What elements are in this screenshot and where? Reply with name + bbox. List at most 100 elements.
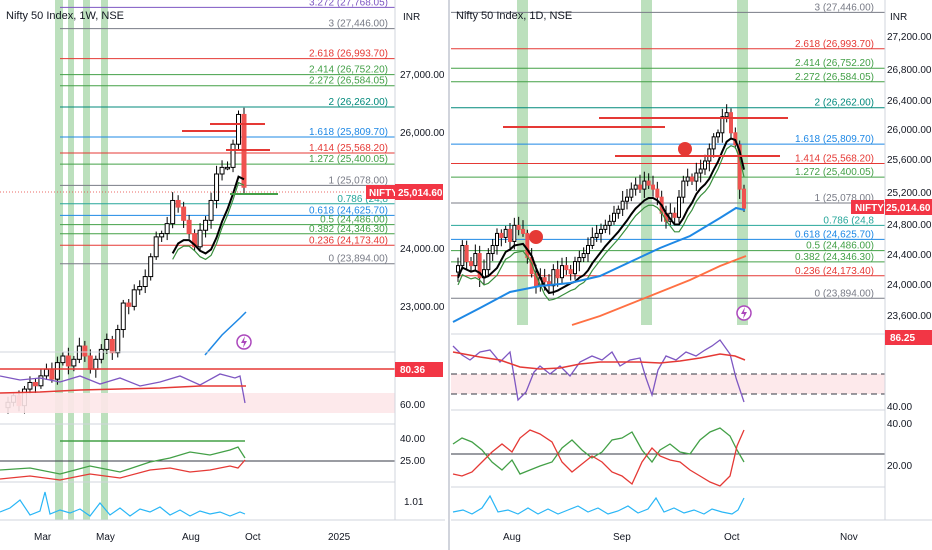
right-price-axis: INR 27,200.00 26,800.00 26,400.00 26,000… bbox=[884, 0, 932, 520]
right-last-price-tag: 25,014.60 bbox=[885, 199, 932, 215]
right-price-tick: 24,000.00 bbox=[887, 280, 932, 291]
fib-level-label: 2.414 (26,752.20) bbox=[309, 65, 388, 76]
lightning-icon[interactable] bbox=[736, 305, 752, 321]
candle-body bbox=[230, 143, 236, 168]
candle-body bbox=[142, 276, 148, 288]
candle-body bbox=[516, 224, 521, 230]
right-price-tick: 24,800.00 bbox=[887, 220, 932, 231]
candle-body bbox=[616, 208, 621, 214]
fib-level-label: 0.5 (24,486.00) bbox=[320, 215, 388, 226]
fib-level-label: 0.236 (24,173.40) bbox=[309, 235, 388, 246]
highlight-column bbox=[641, 0, 652, 325]
left-rsi-panel bbox=[0, 351, 395, 413]
candle-body bbox=[525, 232, 530, 259]
right-rsi-tag: 86.25 bbox=[885, 330, 932, 345]
left-currency-label: INR bbox=[403, 12, 420, 23]
fib-level-label: 3.272 (27,768.05) bbox=[309, 0, 388, 8]
candle-body bbox=[555, 269, 560, 279]
candle-body bbox=[503, 228, 508, 238]
right-time-tick: Oct bbox=[724, 532, 740, 543]
candle-body bbox=[159, 233, 165, 238]
left-price-tick: 27,000.00 bbox=[400, 70, 445, 81]
candle-body bbox=[672, 212, 677, 218]
candle-body bbox=[711, 136, 716, 150]
left-highlight-columns bbox=[55, 0, 108, 520]
fib-level-label: 1.618 (25,809.70) bbox=[795, 134, 874, 145]
candle-body bbox=[54, 362, 60, 380]
left-time-tick: May bbox=[96, 532, 115, 543]
candle-body bbox=[625, 196, 629, 202]
fib-level-label: 1 (25,078.00) bbox=[329, 175, 389, 186]
candle-body bbox=[633, 184, 638, 190]
candle-body bbox=[65, 355, 71, 367]
left-time-axis: Mar May Aug Oct 2025 bbox=[0, 519, 445, 543]
candle-body bbox=[219, 166, 225, 175]
candle-body bbox=[76, 345, 82, 360]
right-chart-panel: 3 (27,446.00) 2.618 (26,993.70) 2.414 (26,… bbox=[451, 0, 932, 550]
highlight-column bbox=[83, 0, 90, 520]
candle-body bbox=[577, 257, 582, 263]
candle-body bbox=[208, 199, 214, 221]
candle-body bbox=[490, 244, 495, 255]
fib-level-label: 0.618 (24,625.70) bbox=[795, 229, 874, 240]
right-di-plus-line bbox=[452, 427, 745, 475]
fib-level-label: 0.618 (24,625.70) bbox=[309, 205, 388, 216]
candle-body bbox=[638, 184, 642, 190]
left-time-tick: Oct bbox=[245, 532, 261, 543]
left-symbol-tag: NIFTY bbox=[366, 185, 398, 199]
candle-body bbox=[620, 200, 625, 210]
candle-body bbox=[456, 265, 460, 273]
left-volume-panel bbox=[0, 481, 395, 517]
highlight-column bbox=[517, 0, 528, 325]
right-adx-panel bbox=[451, 409, 885, 487]
right-time-tick: Aug bbox=[503, 532, 521, 543]
right-price-tick: 27,200.00 bbox=[887, 32, 932, 43]
left-adx-tick: 25.00 bbox=[400, 456, 425, 467]
candle-body bbox=[82, 345, 88, 357]
candle-body bbox=[599, 228, 603, 234]
fib-level-label: 0.236 (24,173.40) bbox=[795, 266, 874, 277]
candle-body bbox=[499, 232, 504, 238]
left-rsi-tick: 60.00 bbox=[400, 400, 425, 411]
left-rsi-signal bbox=[0, 385, 246, 394]
left-last-price-tag: 25,014.60 bbox=[395, 184, 443, 200]
fib-level-label: 1 (25,078.00) bbox=[815, 193, 875, 204]
candle-body bbox=[71, 358, 77, 367]
right-price-tick: 25,600.00 bbox=[887, 155, 932, 166]
candle-body bbox=[126, 302, 132, 307]
candle-body bbox=[703, 160, 707, 170]
candle-body bbox=[581, 253, 586, 259]
candle-body bbox=[203, 219, 209, 231]
right-moving-average-orange bbox=[571, 255, 747, 326]
right-rsi-tick: 40.00 bbox=[887, 402, 912, 413]
rsi-band bbox=[0, 393, 395, 413]
left-rsi-line bbox=[0, 373, 246, 404]
candle-body bbox=[690, 176, 694, 182]
lightning-icon[interactable] bbox=[236, 334, 252, 350]
candle-body bbox=[568, 269, 573, 275]
right-time-axis: Aug Sep Oct Nov bbox=[451, 519, 932, 543]
candle-body bbox=[707, 148, 712, 162]
candle-body bbox=[724, 112, 729, 118]
candle-body bbox=[98, 348, 104, 360]
fib-level-label: 0 (23,894.00) bbox=[329, 254, 389, 265]
candle-body bbox=[27, 381, 33, 390]
fib-level-label: 2.272 (26,584.05) bbox=[309, 76, 388, 87]
candle-body bbox=[43, 368, 49, 377]
svg-text:NIFTY: NIFTY bbox=[369, 188, 398, 199]
svg-text:25,014.60: 25,014.60 bbox=[886, 203, 931, 214]
fib-level-label: 0 (23,894.00) bbox=[815, 288, 875, 299]
left-rsi-tick: 40.00 bbox=[400, 434, 425, 445]
right-symbol-tag: NIFTY bbox=[851, 200, 884, 214]
candle-body bbox=[137, 286, 143, 291]
right-signal-dot bbox=[678, 142, 692, 156]
candle-body bbox=[742, 188, 746, 209]
candle-body bbox=[594, 232, 599, 238]
candle-body bbox=[175, 199, 181, 208]
left-moving-average-black bbox=[171, 175, 245, 255]
fib-level-label: 0.382 (24,346.30) bbox=[795, 252, 874, 263]
right-price-tick: 23,600.00 bbox=[887, 311, 932, 322]
candle-body bbox=[694, 172, 699, 182]
candle-body bbox=[186, 219, 192, 235]
highlight-column bbox=[101, 0, 108, 520]
